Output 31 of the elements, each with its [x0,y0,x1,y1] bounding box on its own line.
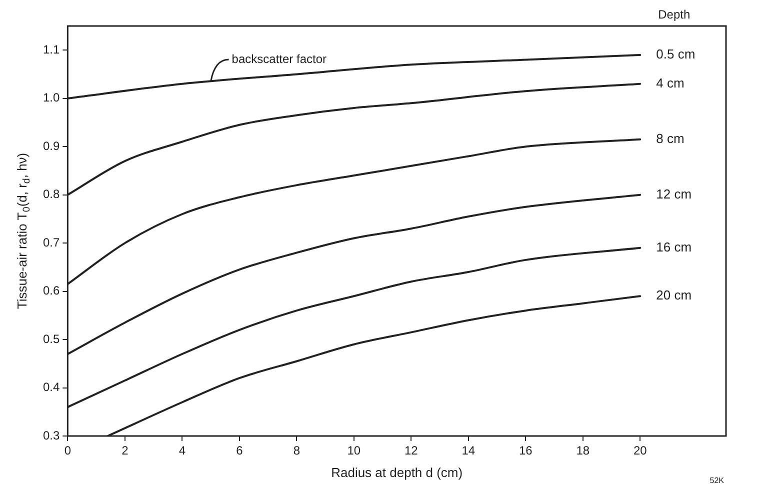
x-tick-label: 16 [518,444,533,458]
x-tick-label: 6 [236,444,244,458]
y-tick-label: 0.7 [42,235,60,250]
x-tick-label: 2 [122,444,129,458]
x-tick-label: 20 [633,444,648,458]
y-tick-label: 0.8 [42,187,60,202]
y-tick-label: 0.4 [42,380,60,394]
series-label: 4 cm [656,75,684,90]
series-label: 16 cm [656,239,692,254]
series-label: 0.5 cm [656,46,696,62]
x-tick-label: 18 [576,444,590,458]
x-tick-label: 14 [462,444,476,458]
y-tick-label: 1.0 [42,90,60,105]
x-tick-label: 0 [64,444,72,458]
x-tick-label: 8 [293,444,300,458]
x-tick-label: 12 [404,444,418,458]
text: 52K [710,476,725,486]
y-tick-label: 0.3 [42,428,60,442]
series-label: 8 cm [656,130,684,146]
x-tick-label: 10 [347,444,361,458]
series-label: 12 cm [656,186,692,202]
y-tick-label: 0.9 [42,138,60,153]
x-axis-title: Radius at depth d (cm) [331,464,463,480]
annotation: backscatter factor [232,52,327,66]
legend-title: Depth [658,7,690,22]
y-tick-label: 0.5 [42,332,60,346]
y-tick-label: 0.6 [42,284,60,298]
y-tick-label: 1.1 [42,42,60,56]
series-label: 20 cm [656,288,692,303]
y-axis-title: Tissue-air ratio T0(d, rd, hν) [14,152,32,310]
x-tick-label: 4 [178,444,186,458]
